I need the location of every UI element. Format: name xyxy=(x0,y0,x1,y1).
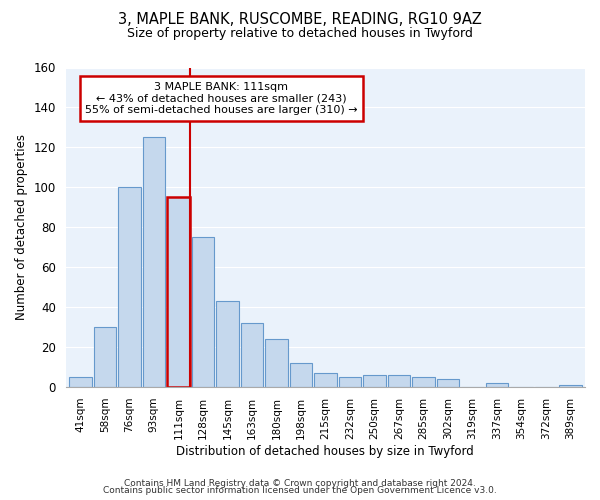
Bar xyxy=(69,377,92,387)
Bar xyxy=(191,238,214,387)
X-axis label: Distribution of detached houses by size in Twyford: Distribution of detached houses by size … xyxy=(176,444,474,458)
Bar xyxy=(94,327,116,387)
Bar xyxy=(216,301,239,387)
Bar xyxy=(485,383,508,387)
Bar xyxy=(290,363,312,387)
Bar xyxy=(437,379,459,387)
Bar xyxy=(559,385,581,387)
Bar xyxy=(118,188,140,387)
Bar xyxy=(241,323,263,387)
Text: 3, MAPLE BANK, RUSCOMBE, READING, RG10 9AZ: 3, MAPLE BANK, RUSCOMBE, READING, RG10 9… xyxy=(118,12,482,28)
Bar xyxy=(265,339,287,387)
Bar xyxy=(143,138,165,387)
Bar xyxy=(412,377,434,387)
Text: Contains public sector information licensed under the Open Government Licence v3: Contains public sector information licen… xyxy=(103,486,497,495)
Bar xyxy=(363,375,386,387)
Text: 3 MAPLE BANK: 111sqm
← 43% of detached houses are smaller (243)
55% of semi-deta: 3 MAPLE BANK: 111sqm ← 43% of detached h… xyxy=(85,82,358,115)
Bar xyxy=(388,375,410,387)
Y-axis label: Number of detached properties: Number of detached properties xyxy=(15,134,28,320)
Bar xyxy=(314,373,337,387)
Bar xyxy=(338,377,361,387)
Text: Contains HM Land Registry data © Crown copyright and database right 2024.: Contains HM Land Registry data © Crown c… xyxy=(124,478,476,488)
Bar xyxy=(167,198,190,387)
Text: Size of property relative to detached houses in Twyford: Size of property relative to detached ho… xyxy=(127,28,473,40)
